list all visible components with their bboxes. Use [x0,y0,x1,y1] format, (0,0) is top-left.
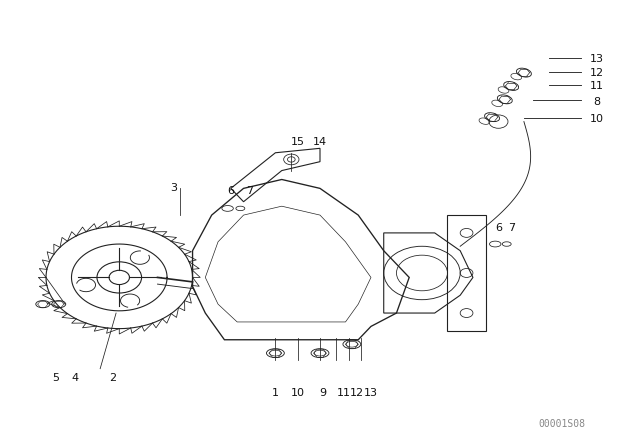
Text: 6: 6 [227,185,234,196]
Text: 12: 12 [590,68,604,78]
Text: 2: 2 [109,373,116,383]
Text: 9: 9 [319,388,327,398]
Text: 6: 6 [495,224,502,233]
Text: 14: 14 [313,137,327,146]
Text: 12: 12 [350,388,364,398]
Text: 11: 11 [590,81,604,91]
Text: 00001S08: 00001S08 [539,419,586,429]
Text: 3: 3 [170,183,177,194]
Text: 8: 8 [594,97,601,107]
Text: 15: 15 [291,137,305,146]
Text: 13: 13 [590,54,604,64]
Text: 5: 5 [52,373,59,383]
Text: 13: 13 [364,388,378,398]
Text: 4: 4 [71,373,78,383]
Text: 10: 10 [291,388,305,398]
Text: 7: 7 [246,185,253,196]
Text: 1: 1 [272,388,279,398]
Text: 11: 11 [337,388,351,398]
Text: 10: 10 [590,114,604,125]
Text: 7: 7 [508,224,515,233]
